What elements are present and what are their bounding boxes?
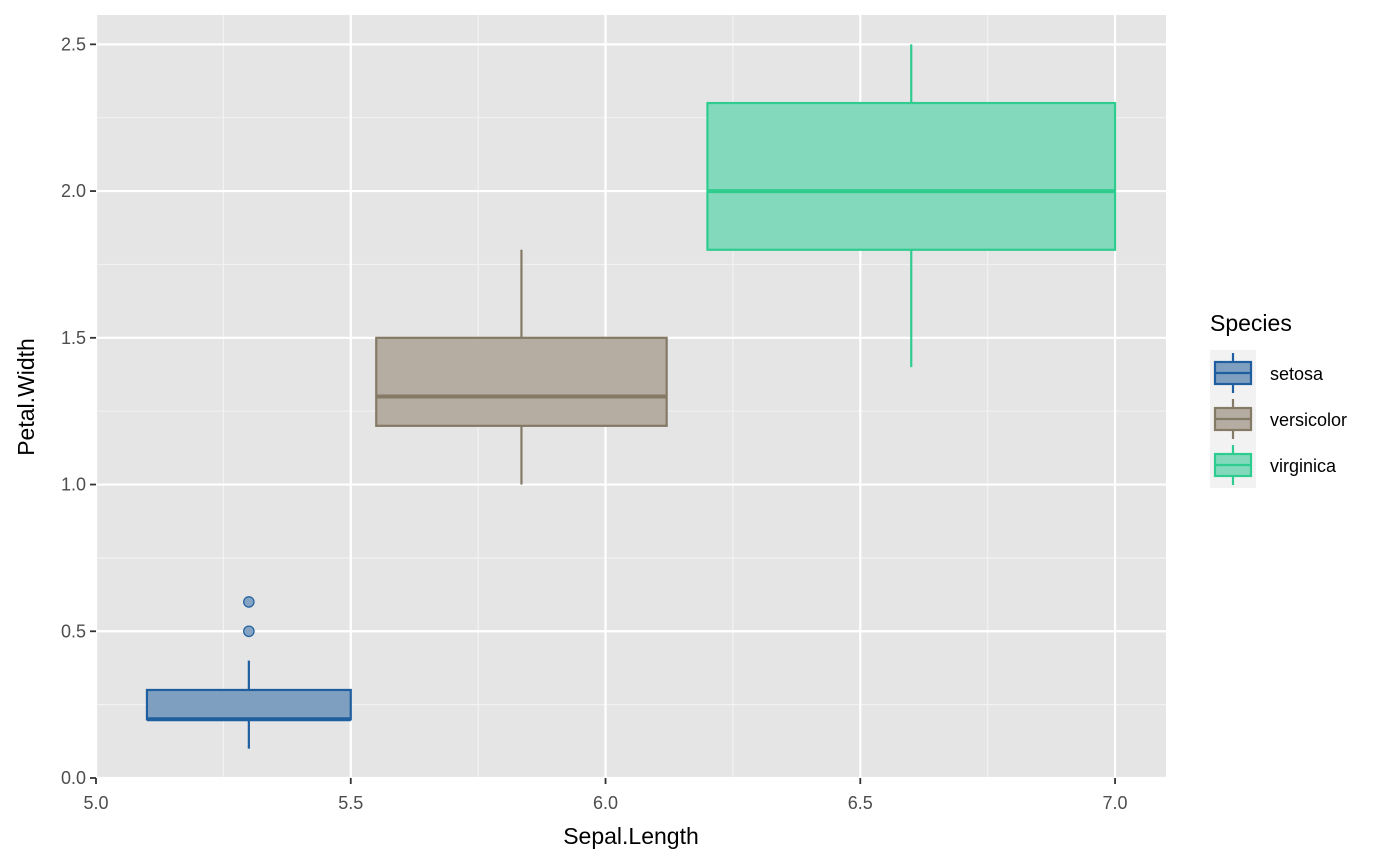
y-tick-label: 0.0 (61, 768, 86, 788)
boxes-layer (145, 44, 1117, 749)
x-tick-label: 5.5 (338, 793, 363, 813)
axes-layer: 5.0 5.5 6.0 6.5 7.0 0.0 0.5 1.0 1.5 2.0 2.5 (61, 34, 1128, 813)
legend: Species setosa versicolor virginica (1210, 310, 1347, 488)
box-setosa (145, 596, 352, 749)
y-tick-label: 2.0 (61, 181, 86, 201)
legend-entry-virginica: virginica (1210, 442, 1337, 488)
y-tick-label: 2.5 (61, 34, 86, 54)
outlier-point (243, 596, 255, 608)
legend-label: virginica (1270, 456, 1337, 476)
x-tick-label: 7.0 (1103, 793, 1128, 813)
legend-title: Species (1210, 310, 1292, 336)
outlier-point (243, 625, 255, 638)
legend-label: versicolor (1270, 410, 1347, 430)
legend-entry-versicolor: versicolor (1210, 396, 1347, 442)
legend-label: setosa (1270, 364, 1324, 384)
y-tick-label: 0.5 (61, 621, 86, 641)
y-axis-title: Petal.Width (13, 338, 39, 456)
legend-entry-setosa: setosa (1210, 350, 1324, 396)
box-virginica (706, 44, 1117, 368)
x-axis-title: Sepal.Length (563, 823, 699, 849)
x-tick-label: 6.5 (848, 793, 873, 813)
x-tick-label: 6.0 (593, 793, 618, 813)
box-versicolor (375, 249, 668, 485)
box-body (706, 101, 1117, 251)
y-tick-label: 1.5 (61, 328, 86, 348)
y-tick-label: 1.0 (61, 475, 86, 495)
box-body (145, 688, 352, 721)
box-body (375, 336, 668, 427)
x-tick-label: 5.0 (83, 793, 108, 813)
